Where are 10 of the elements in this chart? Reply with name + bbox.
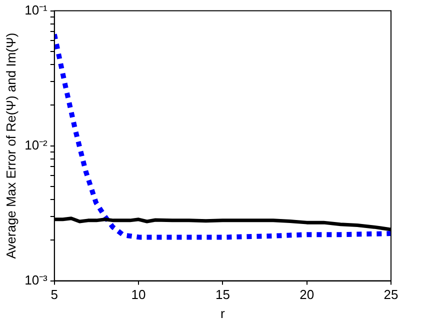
y-tick-label: 10⁻²: [24, 137, 48, 152]
x-tick-label: 5: [50, 287, 58, 302]
y-tick-label: 10⁻¹: [24, 2, 48, 18]
x-tick-label: 15: [215, 287, 230, 302]
x-tick-label: 10: [131, 287, 146, 302]
y-axis-title: Average Max Error of Re(Ψ) and Im(Ψ): [3, 32, 18, 259]
x-tick-label: 20: [300, 287, 314, 302]
x-tick-label: 25: [384, 287, 398, 302]
y-tick-label: 10⁻³: [24, 272, 48, 288]
x-axis-title: r: [220, 306, 226, 321]
